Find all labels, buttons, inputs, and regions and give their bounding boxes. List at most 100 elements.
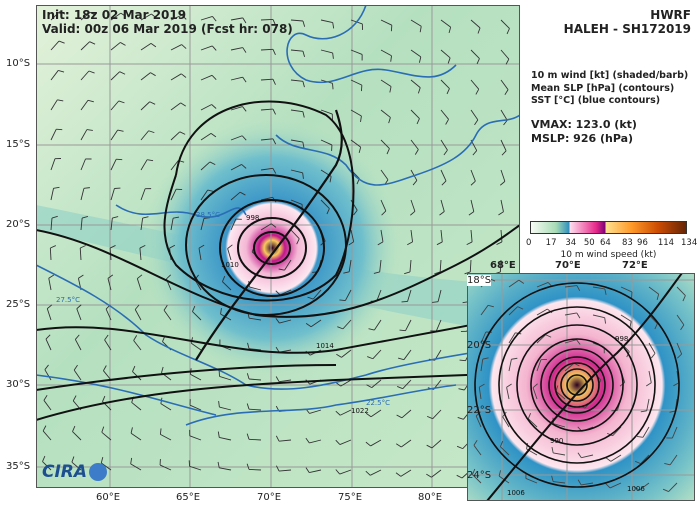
wind-barb: [517, 306, 524, 310]
wind-barb: [200, 218, 205, 231]
wind-barb: [525, 478, 538, 484]
wind-barb: [227, 244, 233, 249]
wind-barb: [545, 334, 552, 338]
wind-barb: [58, 70, 65, 73]
slp-contours: [36, 100, 520, 421]
wind-barb: [248, 408, 262, 411]
legend-wind: 10 m wind [kt] (shaded/barb): [531, 70, 689, 81]
wind-barb: [100, 457, 104, 464]
wind-barb: [105, 308, 112, 321]
wind-barb: [332, 22, 335, 29]
wind-barb: [499, 440, 504, 447]
lat-label: 25°S: [6, 299, 31, 310]
wind-barb: [275, 465, 280, 472]
wind-barb: [170, 160, 179, 171]
wind-barb: [680, 324, 685, 331]
valid-time: Valid: 00z 06 Mar 2019 (Fcst hr: 078): [42, 22, 293, 36]
wind-barb: [564, 362, 575, 372]
wind-barb: [500, 139, 507, 152]
wind-barb: [131, 402, 142, 411]
wind-barb: [134, 304, 140, 310]
wind-barb: [198, 244, 205, 249]
wind-barb: [360, 115, 362, 122]
wind-barb: [86, 129, 93, 131]
wind-barb: [151, 13, 157, 19]
wind-barb: [44, 369, 52, 381]
wind-barb: [160, 434, 172, 441]
wind-barb: [43, 395, 48, 401]
wind-barb: [249, 348, 262, 351]
wind-barb: [227, 248, 232, 261]
wind-barb: [290, 229, 300, 240]
wind-barb: [498, 211, 504, 216]
wind-barb: [412, 180, 418, 186]
wind-barb: [380, 199, 387, 212]
wind-barb: [400, 469, 412, 477]
wind-barb: [339, 439, 352, 445]
wind-barb: [260, 223, 272, 231]
wind-barb: [134, 309, 142, 321]
wind-barb: [72, 431, 82, 441]
wind-barb: [553, 481, 566, 484]
wind-barb: [210, 133, 217, 138]
wind-barb: [50, 70, 59, 81]
wind-barb: [472, 468, 476, 475]
wind-colorbar: [530, 221, 687, 234]
wind-barb: [367, 356, 373, 360]
wind-barb: [410, 109, 420, 119]
wind-barb: [605, 483, 611, 489]
wind-barb: [576, 285, 581, 292]
wind-barb: [302, 111, 305, 118]
wind-barb: [482, 357, 489, 360]
wind-barb: [219, 406, 232, 411]
wind-barb: [140, 101, 151, 111]
wind-barb: [439, 259, 442, 273]
wind-barb: [381, 210, 387, 216]
wind-barb: [477, 27, 481, 34]
wind-barb: [504, 89, 509, 95]
wind-barb: [410, 210, 416, 216]
model-name: HWRF: [650, 8, 691, 22]
wind-barb: [431, 469, 442, 478]
wind-barb: [260, 48, 274, 51]
wind-barb: [577, 479, 582, 486]
wind-barb: [610, 454, 622, 462]
wind-barb: [409, 259, 412, 272]
wind-barb: [246, 373, 250, 380]
wind-barb: [200, 74, 213, 81]
wind-barb: [309, 409, 322, 414]
wind-barb: [190, 342, 202, 351]
wind-barb: [464, 271, 471, 275]
wind-barb: [302, 81, 305, 88]
wind-barb: [620, 286, 633, 293]
wind-barb: [397, 386, 403, 390]
wind-barb: [110, 159, 117, 171]
wind-barb: [76, 304, 82, 310]
wind-barb: [656, 293, 660, 301]
wind-barb: [373, 271, 380, 274]
wind-barb: [209, 161, 216, 165]
colorbar-tick: 17: [545, 238, 557, 248]
wind-barb: [220, 308, 222, 315]
wind-barb: [499, 259, 502, 273]
wind-barb: [275, 376, 280, 382]
wind-barb: [239, 191, 246, 196]
wind-barb: [279, 469, 292, 472]
wind-barb: [75, 334, 80, 340]
wind-barb: [639, 482, 650, 491]
wind-barb: [475, 88, 480, 95]
wind-barb: [350, 229, 355, 242]
sst-label: 28.5°C: [196, 211, 220, 219]
lon-label: 60°E: [96, 492, 121, 503]
wind-barb: [149, 101, 156, 105]
wind-barb: [50, 218, 53, 231]
wind-barb: [190, 373, 202, 381]
wind-barb: [279, 439, 292, 442]
wind-barb: [50, 188, 54, 201]
wind-barb: [230, 76, 243, 81]
lon-label: 65°E: [176, 492, 201, 503]
wind-barb: [476, 58, 480, 65]
wind-barb: [79, 247, 82, 261]
wind-barb: [500, 199, 504, 212]
wind-barb: [230, 164, 242, 171]
